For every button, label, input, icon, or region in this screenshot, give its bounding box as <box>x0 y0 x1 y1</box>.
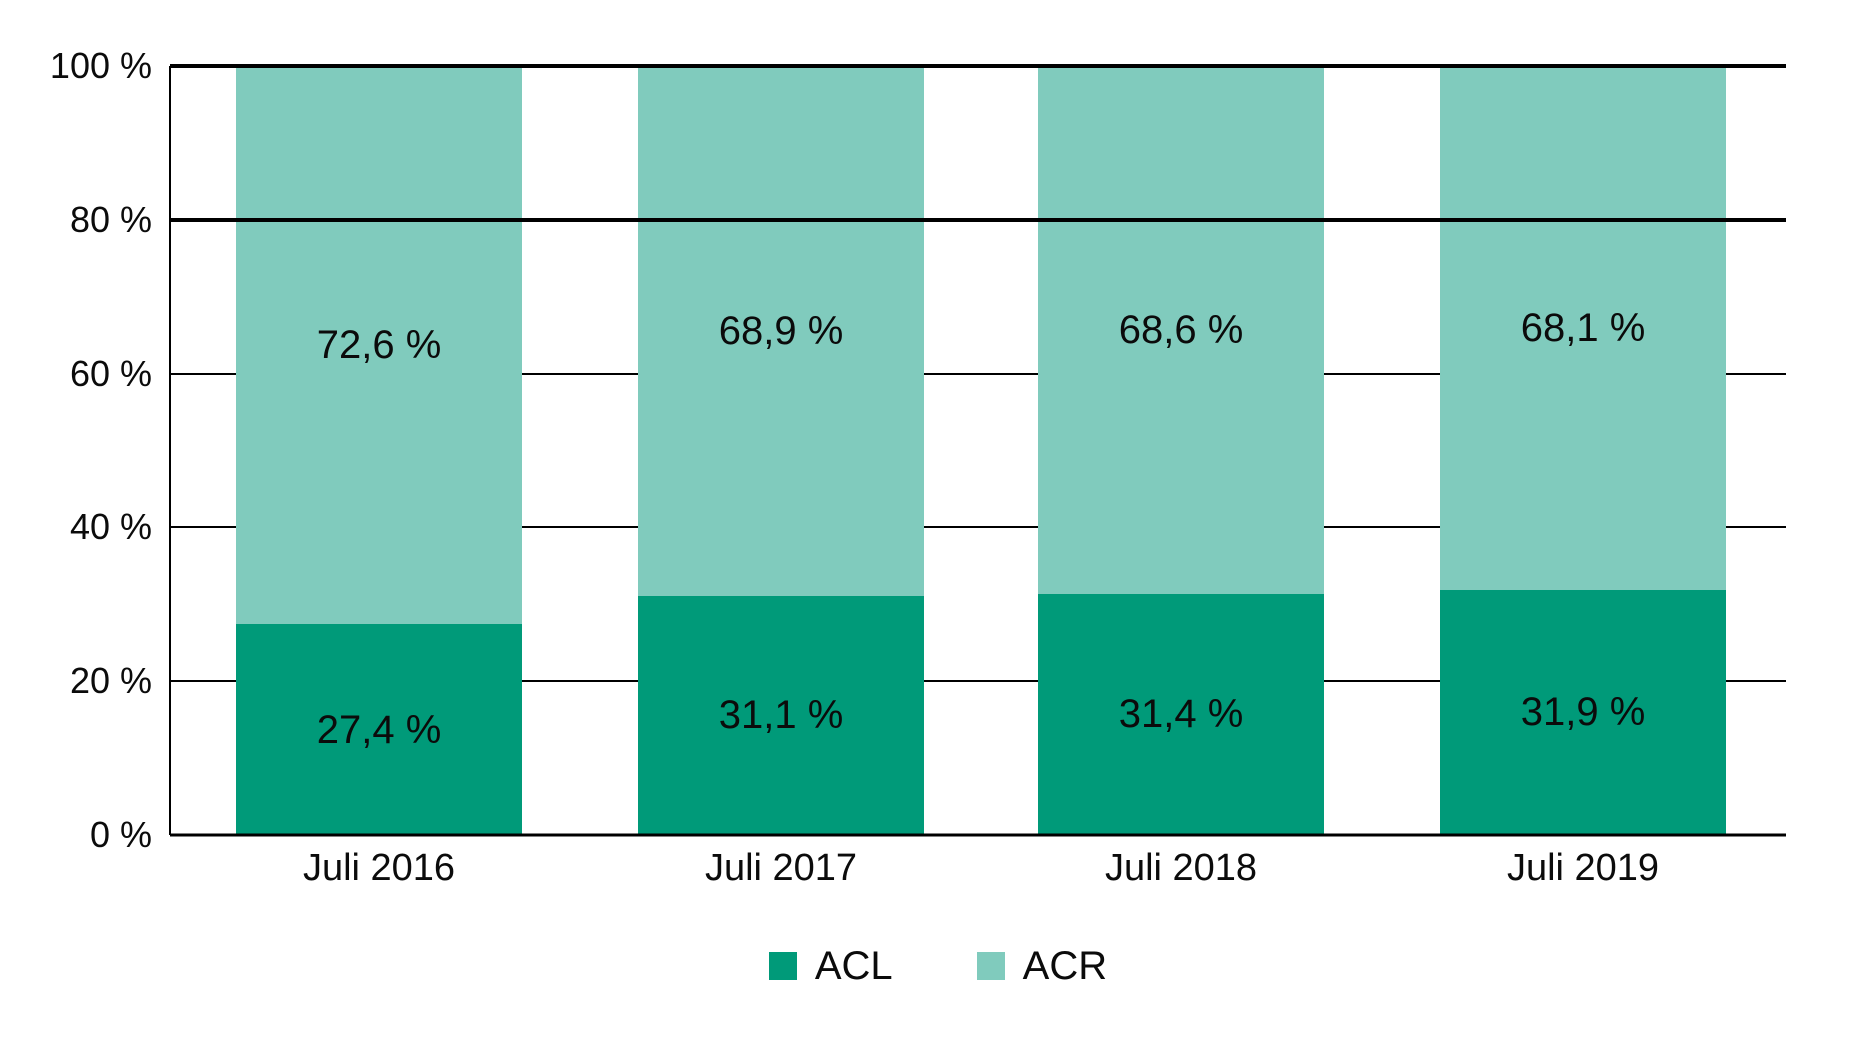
segment-acl-juli-2017: 31,1 % <box>638 595 924 835</box>
segment-acr-juli-2018: 68,6 % <box>1038 66 1324 594</box>
gridline-100 <box>170 64 1786 68</box>
value-label-acl-juli-2018: 31,4 % <box>1118 692 1244 737</box>
plot-area: 72,6 % 27,4 % 68,9 % 31,1 % 68,6 % 31,4 % 68,1… <box>169 64 1786 837</box>
y-axis-labels: 0 % 20 % 40 % 60 % 80 % 100 % <box>0 0 152 1042</box>
value-label-acl-juli-2019: 31,9 % <box>1520 690 1646 735</box>
segment-acr-juli-2017: 68,9 % <box>638 66 924 596</box>
legend-swatch-acl <box>768 952 797 980</box>
segment-acl-juli-2019: 31,9 % <box>1440 589 1726 835</box>
value-label-acl-juli-2016: 27,4 % <box>316 707 442 752</box>
segment-acr-juli-2016: 72,6 % <box>236 66 522 625</box>
y-tick-label-40: 40 % <box>69 506 152 548</box>
x-tick-label-juli-2018: Juli 2018 <box>1104 847 1258 889</box>
legend-label-acr: ACR <box>1022 944 1108 988</box>
value-label-acr-juli-2017: 68,9 % <box>718 308 844 353</box>
gridline-80 <box>170 217 1786 222</box>
y-tick-label-80: 80 % <box>69 198 152 240</box>
value-label-acr-juli-2018: 68,6 % <box>1118 307 1244 352</box>
bar-juli-2018: 68,6 % 31,4 % <box>1038 66 1324 835</box>
x-tick-label-juli-2016: Juli 2016 <box>302 847 456 889</box>
gridline-60 <box>170 372 1786 375</box>
gridline-0 <box>170 833 1786 837</box>
y-tick-label-0: 0 % <box>89 814 152 855</box>
x-tick-label-juli-2019: Juli 2019 <box>1506 847 1660 889</box>
legend-swatch-acr <box>976 952 1005 980</box>
y-axis-line <box>169 66 171 835</box>
segment-acr-juli-2019: 68,1 % <box>1440 66 1726 590</box>
gridline-20 <box>170 680 1786 683</box>
legend-item-acr: ACR <box>976 944 1108 988</box>
legend-label-acl: ACL <box>814 944 893 988</box>
legend-item-acl: ACL <box>768 944 893 988</box>
segment-acl-juli-2018: 31,4 % <box>1038 593 1324 835</box>
x-axis-labels: Juli 2016 Juli 2017 Juli 2018 Juli 2019 <box>170 847 1786 894</box>
y-tick-label-60: 60 % <box>69 352 152 394</box>
segment-acl-juli-2016: 27,4 % <box>236 624 522 835</box>
x-tick-label-juli-2017: Juli 2017 <box>704 847 858 889</box>
value-label-acl-juli-2017: 31,1 % <box>718 693 844 738</box>
y-tick-label-20: 20 % <box>69 660 152 702</box>
value-label-acr-juli-2019: 68,1 % <box>1520 305 1646 350</box>
bar-juli-2016: 72,6 % 27,4 % <box>236 66 522 835</box>
value-label-acr-juli-2016: 72,6 % <box>316 323 442 368</box>
y-tick-label-100: 100 % <box>49 45 152 86</box>
legend: ACL ACR <box>0 946 1876 986</box>
bar-juli-2017: 68,9 % 31,1 % <box>638 66 924 835</box>
bar-juli-2019: 68,1 % 31,9 % <box>1440 66 1726 835</box>
gridline-40 <box>170 526 1786 529</box>
